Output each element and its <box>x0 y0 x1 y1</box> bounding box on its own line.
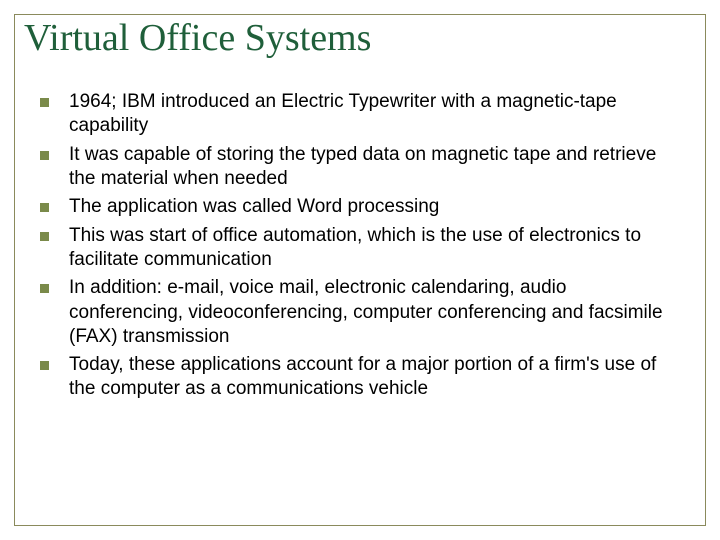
bullet-text: 1964; IBM introduced an Electric Typewri… <box>69 90 680 139</box>
list-item: 1964; IBM introduced an Electric Typewri… <box>40 90 680 139</box>
bullet-text: This was start of office automation, whi… <box>69 224 680 273</box>
bullet-text: In addition: e-mail, voice mail, electro… <box>69 276 680 349</box>
list-item: This was start of office automation, whi… <box>40 224 680 273</box>
square-bullet-icon <box>40 203 49 212</box>
square-bullet-icon <box>40 151 49 160</box>
bullet-text: Today, these applications account for a … <box>69 353 680 402</box>
list-item: It was capable of storing the typed data… <box>40 143 680 192</box>
bullet-list: 1964; IBM introduced an Electric Typewri… <box>40 90 680 402</box>
slide-body: 1964; IBM introduced an Electric Typewri… <box>40 90 680 406</box>
square-bullet-icon <box>40 98 49 107</box>
list-item: The application was called Word processi… <box>40 195 680 219</box>
slide-title: Virtual Office Systems <box>24 18 371 60</box>
square-bullet-icon <box>40 361 49 370</box>
bullet-text: The application was called Word processi… <box>69 195 680 219</box>
title-container: Virtual Office Systems <box>22 18 377 60</box>
bullet-text: It was capable of storing the typed data… <box>69 143 680 192</box>
square-bullet-icon <box>40 284 49 293</box>
list-item: In addition: e-mail, voice mail, electro… <box>40 276 680 349</box>
list-item: Today, these applications account for a … <box>40 353 680 402</box>
square-bullet-icon <box>40 232 49 241</box>
